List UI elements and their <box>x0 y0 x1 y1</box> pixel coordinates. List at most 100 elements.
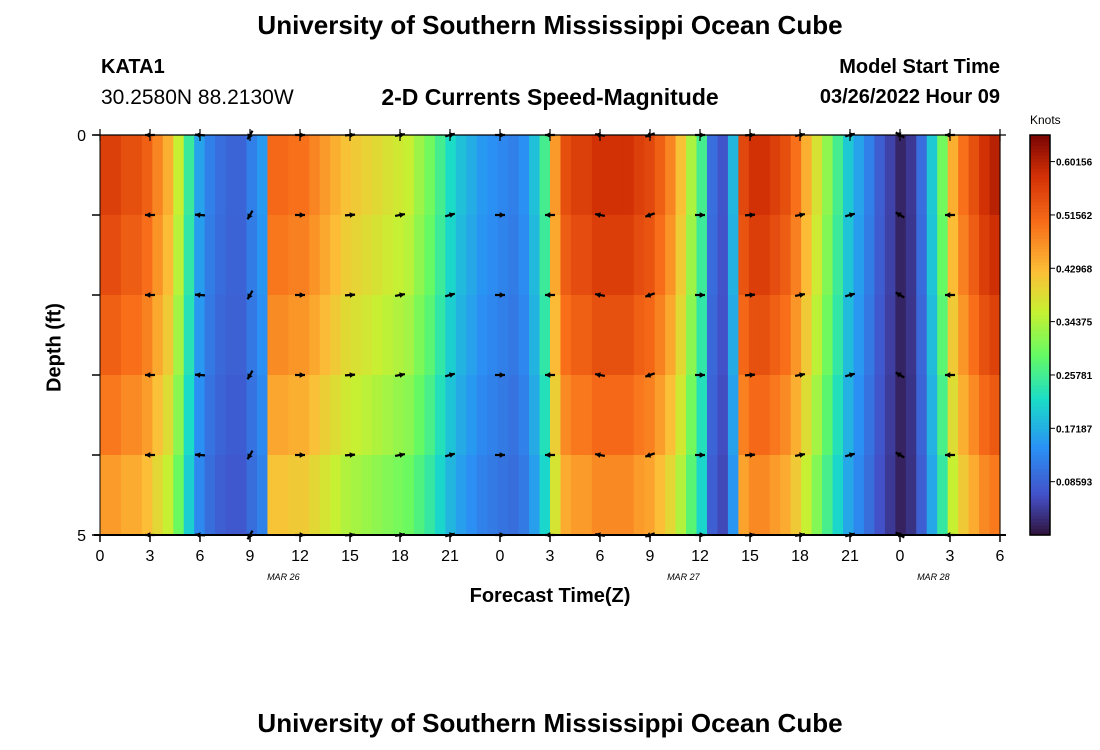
vector-head <box>895 372 902 378</box>
heatmap-cell <box>508 215 520 296</box>
heatmap-cell <box>968 295 980 376</box>
heatmap-cell <box>706 135 719 216</box>
heatmap-cell <box>246 455 258 536</box>
heatmap-cell <box>382 295 394 376</box>
colorbar-segment <box>1030 411 1050 416</box>
heatmap-cell <box>319 375 331 456</box>
heatmap-cell <box>717 375 729 456</box>
colorbar-segment <box>1030 198 1050 203</box>
heatmap-cell <box>780 455 792 536</box>
heatmap-cell <box>194 215 206 296</box>
heatmap-cell <box>644 215 656 296</box>
vector-head <box>449 292 455 298</box>
vector-head <box>399 292 405 298</box>
current-vector <box>495 372 505 378</box>
heatmap-cell <box>110 135 122 216</box>
heatmap-cell <box>884 135 896 216</box>
heatmap-cell <box>382 135 394 216</box>
heatmap-cell <box>884 215 896 296</box>
heatmap-cell <box>413 295 426 376</box>
vector-head <box>195 452 201 458</box>
heatmap-cell <box>434 215 446 296</box>
heatmap-cell <box>413 455 426 536</box>
heatmap-cell <box>916 375 928 456</box>
heatmap-cell <box>100 455 112 536</box>
colorbar-segment <box>1030 345 1050 349</box>
heatmap-cell <box>225 215 237 296</box>
vector-head <box>399 372 405 378</box>
colorbar-segment <box>1030 471 1050 476</box>
heatmap-cell <box>351 135 363 216</box>
vector-head <box>349 452 355 458</box>
heatmap-cell <box>393 215 405 296</box>
heatmap-cell <box>393 455 405 536</box>
heatmap-cell <box>529 135 541 216</box>
heatmap-cell <box>738 295 750 376</box>
heatmap-cell <box>162 135 174 216</box>
vector-head <box>349 212 355 218</box>
colorbar-segment <box>1030 291 1050 296</box>
heatmap-cell <box>989 295 1001 376</box>
vector-head <box>247 373 253 380</box>
current-vector <box>246 370 254 380</box>
colorbar-segment <box>1030 228 1050 233</box>
heatmap-cell <box>434 455 446 536</box>
heatmap-cell <box>832 375 844 456</box>
colorbar-segment <box>1030 531 1050 536</box>
heatmap-cell <box>413 135 426 216</box>
heatmap-cell <box>801 375 813 456</box>
heatmap-cell <box>644 295 656 376</box>
heatmap-cell <box>811 375 823 456</box>
colorbar-segment <box>1030 341 1050 346</box>
vector-head <box>645 372 652 378</box>
heatmap-cell <box>853 455 865 536</box>
colorbar-segment <box>1030 288 1050 293</box>
heatmap-cell <box>351 295 363 376</box>
heatmap-cell <box>183 295 195 376</box>
current-vector <box>344 212 356 218</box>
x-tick-label: 3 <box>946 548 955 565</box>
heatmap-cell <box>759 215 771 296</box>
heatmap-cell <box>215 295 227 376</box>
x-tick-label: 15 <box>741 548 759 565</box>
current-vector <box>644 212 656 218</box>
vector-head <box>449 212 455 218</box>
heatmap-cell <box>131 375 143 456</box>
vector-head <box>799 212 805 218</box>
heatmap-cell <box>843 375 855 456</box>
current-vector <box>545 212 555 218</box>
heatmap-cell <box>183 375 195 456</box>
heatmap-cell <box>916 295 928 376</box>
heatmap-cell <box>288 135 300 216</box>
current-vector <box>895 291 905 299</box>
colorbar-segment <box>1030 338 1050 343</box>
heatmap-cell <box>905 135 917 216</box>
heatmap-cell <box>780 135 792 216</box>
heatmap-cell <box>926 215 938 296</box>
heatmap-cell <box>277 295 289 376</box>
heatmap-cell <box>403 135 415 216</box>
heatmap-cell <box>863 215 876 296</box>
heatmap-cell <box>706 375 719 456</box>
heatmap-cell <box>769 215 781 296</box>
heatmap-cell <box>309 215 321 296</box>
heatmap-cell <box>979 295 991 376</box>
current-vector <box>295 212 305 218</box>
heatmap-cell <box>937 295 949 376</box>
colorbar-unit: Knots <box>1030 113 1061 127</box>
heatmap-cell <box>298 455 310 536</box>
current-vector <box>744 212 756 218</box>
x-tick-label: 18 <box>791 548 809 565</box>
heatmap-cell <box>780 295 792 376</box>
heatmap-cell <box>790 455 802 536</box>
heatmap-cell <box>518 295 530 376</box>
heatmap-cell <box>905 215 917 296</box>
heatmap-cell <box>696 455 708 536</box>
colorbar-segment <box>1030 191 1050 196</box>
heatmap-cell <box>372 215 384 296</box>
heatmap-cell <box>183 215 195 296</box>
heatmap-cell <box>895 295 907 376</box>
heatmap-cell <box>298 295 310 376</box>
current-vector <box>344 452 356 458</box>
colorbar-segment <box>1030 268 1050 273</box>
